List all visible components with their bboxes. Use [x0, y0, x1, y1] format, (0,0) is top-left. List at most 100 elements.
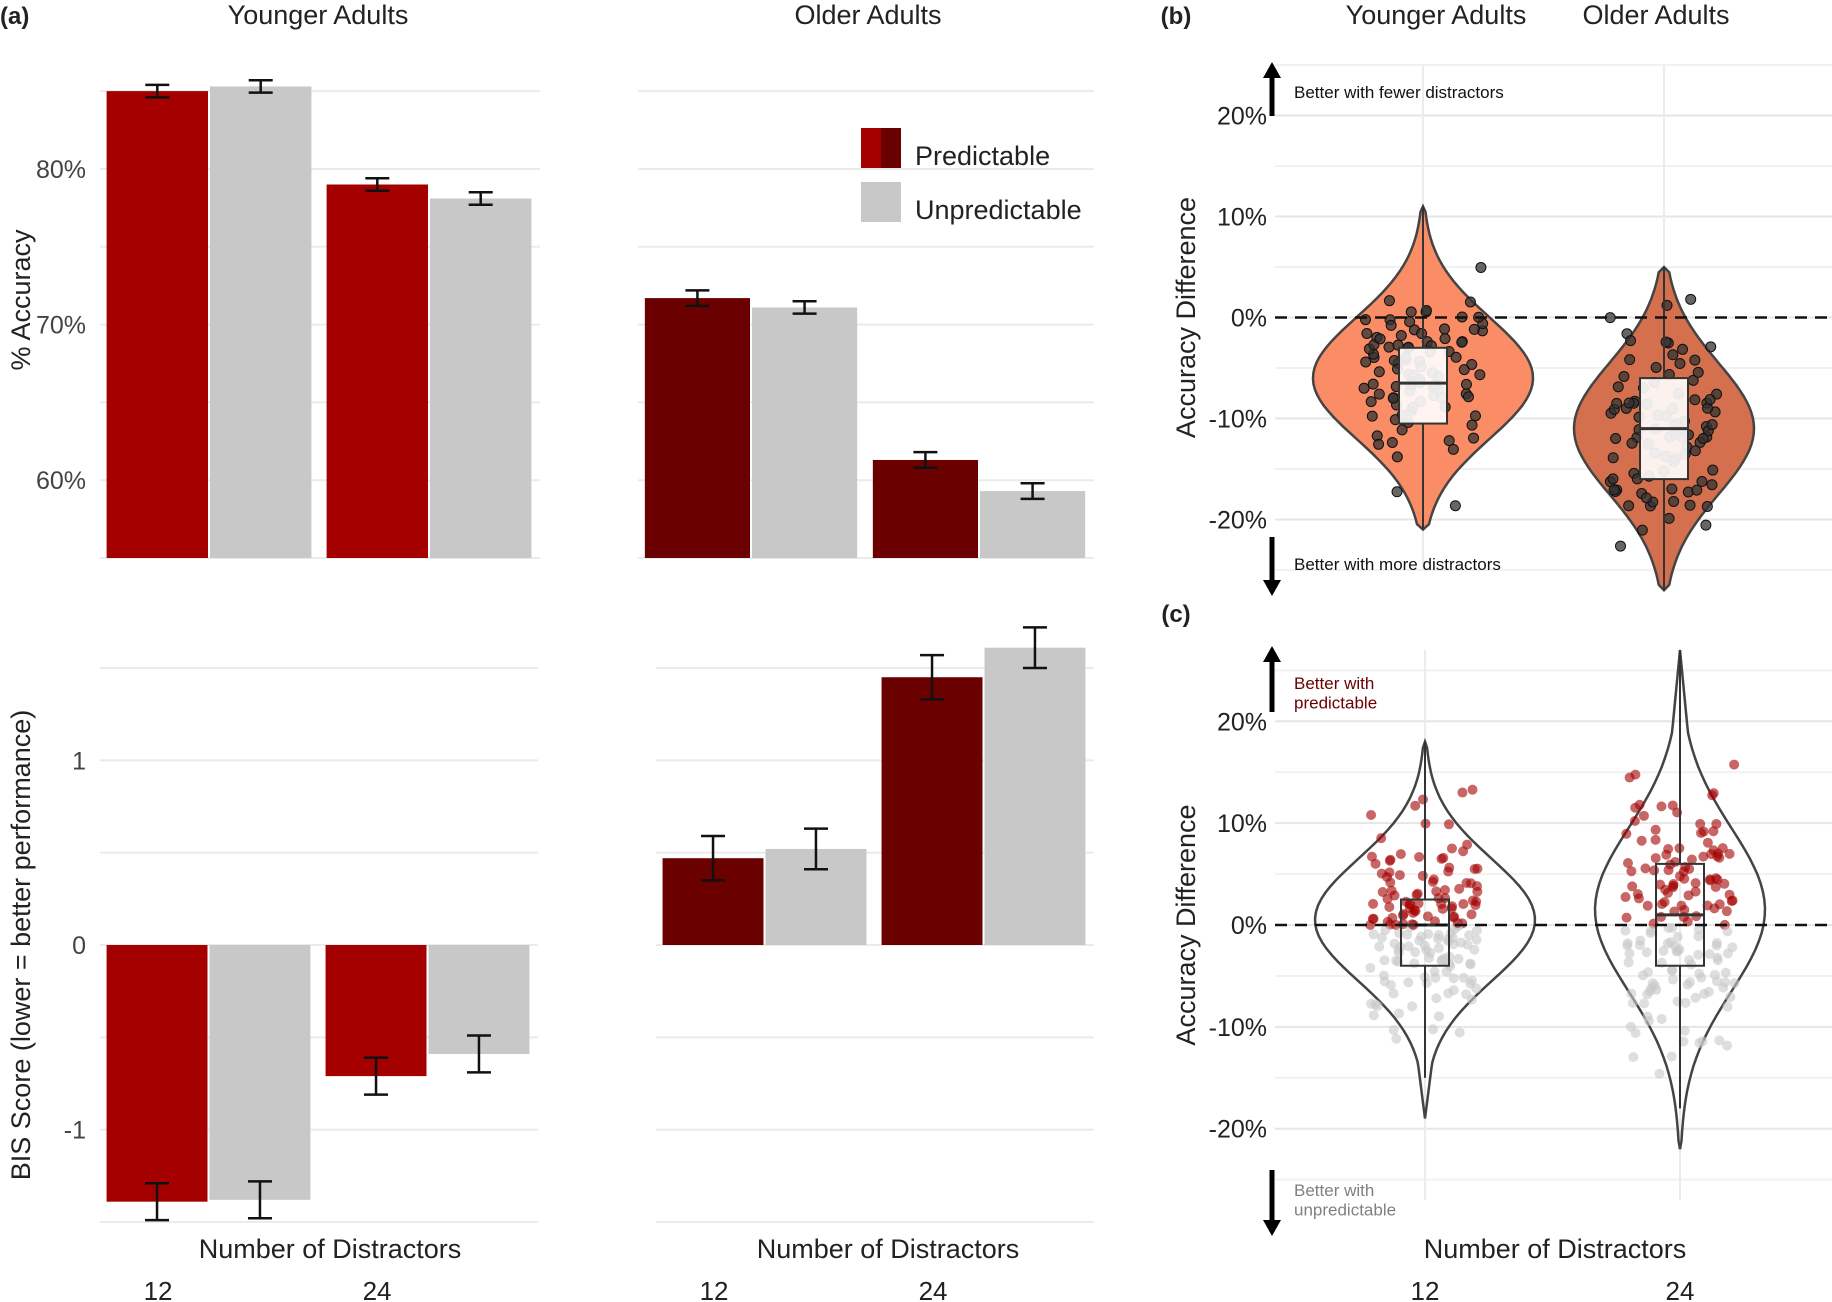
data-point	[1391, 486, 1403, 498]
data-point	[1416, 328, 1428, 340]
x-tick-label: 24	[363, 1276, 392, 1302]
data-point	[1729, 978, 1740, 989]
data-point	[1417, 870, 1428, 881]
data-point	[1729, 759, 1740, 770]
data-point	[1429, 966, 1440, 977]
data-point	[1474, 369, 1486, 381]
data-point	[1702, 837, 1713, 848]
data-point	[1449, 500, 1461, 512]
data-point	[1443, 819, 1454, 830]
box	[1398, 346, 1448, 425]
data-point	[1409, 958, 1420, 969]
data-point	[1625, 335, 1637, 347]
data-point	[1410, 800, 1421, 811]
data-point	[1629, 816, 1640, 827]
data-point	[1705, 341, 1717, 353]
data-point	[1460, 378, 1472, 390]
data-point	[1624, 948, 1635, 959]
data-point	[1700, 519, 1712, 531]
data-point	[1703, 986, 1714, 997]
data-point	[1640, 492, 1652, 504]
data-point	[1686, 959, 1697, 970]
y-tick-label: -20%	[1209, 1116, 1267, 1144]
data-point	[1396, 424, 1408, 436]
data-point	[1370, 858, 1381, 869]
data-point	[1373, 388, 1385, 400]
bar	[210, 86, 312, 559]
legend-label-unpredictable: Unpredictable	[915, 195, 1082, 225]
data-point	[1722, 948, 1733, 959]
x-axis-label-c: Number of Distractors	[1424, 1234, 1687, 1264]
data-point	[1391, 1033, 1402, 1044]
data-point	[1622, 940, 1633, 951]
data-point	[1622, 857, 1633, 868]
y-axis-label-bis: BIS Score (lower = better performance)	[6, 710, 36, 1180]
data-point	[1668, 880, 1679, 891]
data-point	[1633, 893, 1644, 904]
data-point	[1439, 333, 1451, 345]
data-point	[1639, 998, 1650, 1009]
data-point	[1690, 992, 1701, 1003]
bar	[872, 459, 978, 558]
data-point	[1368, 898, 1379, 909]
data-point	[1471, 925, 1482, 936]
data-point	[1680, 997, 1691, 1008]
data-point	[1692, 366, 1704, 378]
y-tick-label: 0%	[1231, 305, 1267, 333]
data-point	[1464, 296, 1476, 308]
data-point	[1466, 358, 1478, 370]
data-point	[1621, 912, 1632, 923]
data-point	[1458, 846, 1469, 857]
panel-label-c: (c)	[1161, 601, 1190, 628]
data-point	[1431, 993, 1442, 1004]
bar	[430, 198, 532, 558]
bar	[106, 91, 208, 558]
data-point	[1628, 1052, 1639, 1063]
data-point	[1367, 378, 1379, 390]
data-point	[1432, 933, 1443, 944]
violin-b-group-label: Older Adults	[1582, 0, 1729, 30]
data-point	[1663, 865, 1674, 876]
data-point	[1704, 949, 1715, 960]
bar	[881, 677, 983, 945]
data-point	[1469, 410, 1481, 422]
y-tick-label: -10%	[1209, 406, 1267, 434]
data-point	[1710, 881, 1721, 892]
y-tick-label: 70%	[36, 312, 86, 340]
data-point	[1627, 998, 1638, 1009]
y-tick-label: 20%	[1217, 103, 1267, 131]
y-axis-label-violin: Accuracy Difference	[1171, 197, 1201, 438]
data-point	[1626, 988, 1637, 999]
data-point	[1623, 957, 1634, 968]
data-point	[1437, 903, 1448, 914]
data-point	[1684, 863, 1695, 874]
data-point	[1402, 929, 1413, 940]
data-point	[1394, 870, 1405, 881]
x-tick-label: 12	[144, 1276, 173, 1302]
data-point	[1466, 909, 1477, 920]
data-point	[1714, 1035, 1725, 1046]
data-point	[1376, 868, 1387, 879]
bar	[752, 307, 858, 558]
data-point	[1458, 972, 1469, 983]
data-point	[1689, 394, 1701, 406]
data-point	[1642, 900, 1653, 911]
data-point	[1384, 901, 1395, 912]
data-point	[1658, 945, 1669, 956]
data-point	[1635, 935, 1646, 946]
data-point	[1365, 962, 1376, 973]
data-point	[1640, 863, 1651, 874]
data-point	[1611, 397, 1623, 409]
data-point	[1721, 906, 1732, 917]
data-point	[1471, 881, 1482, 892]
data-point	[1472, 863, 1483, 874]
data-point	[1403, 941, 1414, 952]
data-point	[1686, 854, 1697, 865]
data-point	[1615, 540, 1627, 552]
data-point	[1626, 866, 1637, 877]
data-point	[1452, 917, 1463, 928]
y-tick-label: -20%	[1209, 507, 1267, 535]
data-point	[1711, 938, 1722, 949]
data-point	[1647, 978, 1658, 989]
data-point	[1623, 397, 1635, 409]
